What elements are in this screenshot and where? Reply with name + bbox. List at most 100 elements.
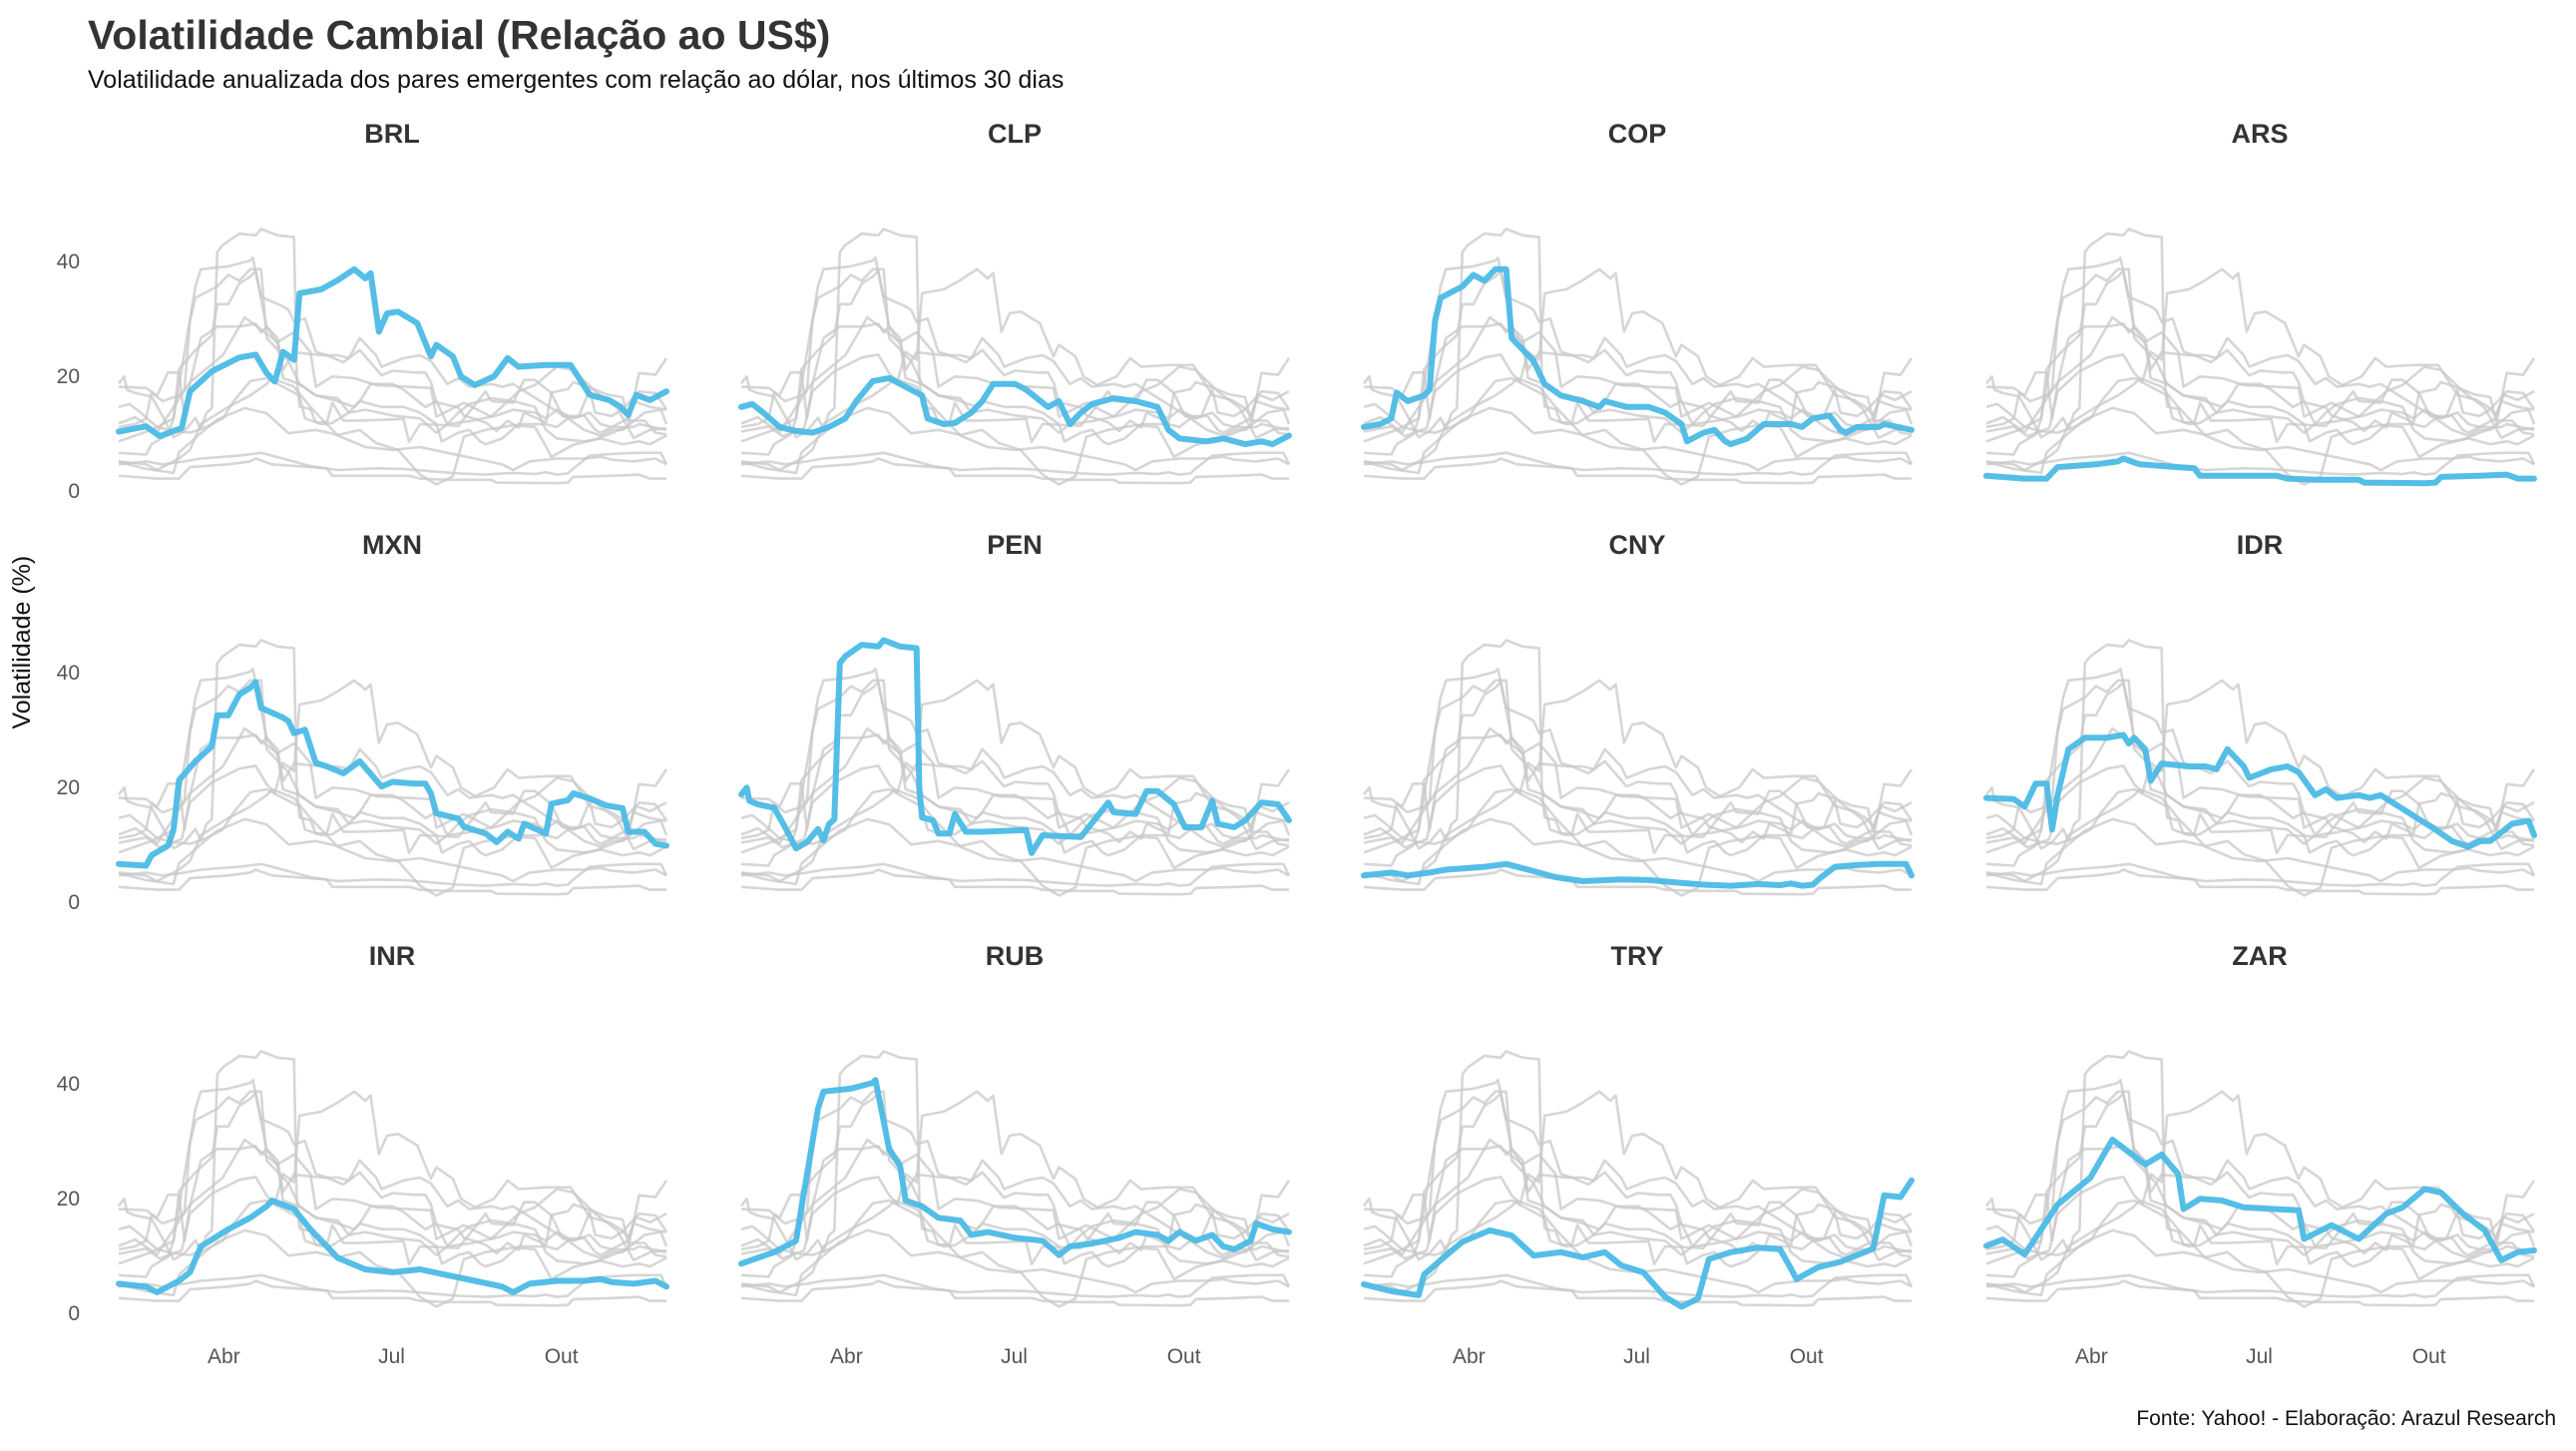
grey-line-cop xyxy=(740,267,1290,446)
panel-title-pen: PEN xyxy=(987,530,1043,560)
grey-line-rub xyxy=(118,1079,667,1265)
grey-line-inr xyxy=(118,787,667,883)
grey-line-cny xyxy=(740,1273,1291,1298)
grey-line-idr xyxy=(118,322,668,437)
grey-line-try xyxy=(1985,768,2536,897)
chart-title: Volatilidade Cambial (Relação ao US$) xyxy=(88,12,831,58)
panel-cny xyxy=(1361,639,1915,897)
grey-line-ars xyxy=(1985,1279,2534,1307)
grey-line-rub xyxy=(740,256,1290,443)
grey-line-inr xyxy=(118,376,667,472)
grey-line-ars xyxy=(1363,868,1912,896)
grey-line-rub xyxy=(1363,1079,1913,1265)
grey-line-inr xyxy=(1363,376,1913,472)
grey-line-pen xyxy=(1362,1050,1914,1266)
grey-line-rub xyxy=(1363,256,1913,443)
panel-title-rub: RUB xyxy=(985,941,1045,971)
x-tick-label: Abr xyxy=(1453,1345,1486,1368)
grey-line-zar xyxy=(1985,726,2535,851)
highlight-line-mxn xyxy=(116,679,669,869)
grey-line-cop xyxy=(1363,1090,1913,1268)
x-tick-label: Out xyxy=(2411,1345,2446,1368)
grey-line-idr xyxy=(1985,1145,2536,1259)
panel-try xyxy=(1361,1050,1915,1310)
grey-line-zar xyxy=(1985,315,2535,440)
grey-line-idr xyxy=(118,733,668,848)
grey-line-pen xyxy=(117,639,668,855)
grey-line-idr xyxy=(740,322,1291,437)
grey-line-pen xyxy=(1362,639,1914,855)
grey-line-ars xyxy=(1363,1279,1912,1307)
x-tick-label: Abr xyxy=(208,1345,240,1368)
y-tick-label: 20 xyxy=(56,1188,80,1210)
panel-title-clp: CLP xyxy=(988,119,1042,149)
grey-line-inr xyxy=(740,787,1290,883)
grey-line-idr xyxy=(1363,733,1914,848)
highlight-line-idr xyxy=(1983,731,2537,850)
y-tick-label: 20 xyxy=(56,776,80,799)
highlight-line-clp xyxy=(738,375,1292,448)
grey-line-rub xyxy=(1363,668,1913,854)
grey-line-ars xyxy=(740,457,1289,485)
y-tick-label: 40 xyxy=(56,250,80,273)
grey-line-try xyxy=(1363,357,1914,486)
x-tick-label: Abr xyxy=(830,1345,863,1368)
grey-line-idr xyxy=(740,1145,1291,1259)
grey-line-zar xyxy=(118,1138,667,1262)
grey-line-inr xyxy=(1985,376,2535,472)
grey-line-try xyxy=(1985,1180,2536,1308)
grey-line-inr xyxy=(1985,787,2535,883)
grey-line-cop xyxy=(1985,267,2535,446)
grey-line-ars xyxy=(118,1279,666,1307)
grey-line-cny xyxy=(740,451,1291,476)
x-tick-label: Out xyxy=(1789,1345,1824,1368)
grey-line-cny xyxy=(740,862,1291,887)
grey-line-idr xyxy=(1985,322,2536,437)
grey-line-pen xyxy=(1362,228,1914,444)
grey-line-ars xyxy=(740,1279,1289,1307)
grey-line-cny xyxy=(1363,1273,1914,1298)
panel-title-zar: ZAR xyxy=(2232,941,2288,971)
x-tick-label: Out xyxy=(544,1345,579,1368)
grey-line-rub xyxy=(740,668,1290,854)
grey-line-try xyxy=(740,1180,1291,1308)
grey-line-inr xyxy=(740,1199,1290,1294)
x-tick-label: Jul xyxy=(378,1345,405,1368)
highlight-line-ars xyxy=(1983,455,2537,487)
grey-line-cop xyxy=(1363,679,1913,857)
y-tick-label: 40 xyxy=(56,1073,80,1096)
grey-line-cny xyxy=(1985,1273,2536,1298)
panel-title-mxn: MXN xyxy=(362,530,422,560)
panel-title-cny: CNY xyxy=(1608,530,1666,560)
grey-line-try xyxy=(118,768,668,897)
panel-title-ars: ARS xyxy=(2231,119,2289,149)
highlight-line-cop xyxy=(1361,265,1915,448)
grey-line-try xyxy=(740,768,1291,897)
panel-rub xyxy=(738,1050,1292,1308)
panel-inr xyxy=(116,1050,669,1308)
highlight-line-brl xyxy=(116,265,669,440)
panel-title-brl: BRL xyxy=(364,119,420,149)
panel-title-idr: IDR xyxy=(2236,530,2284,560)
grey-line-zar xyxy=(1363,315,1913,440)
panel-zar xyxy=(1983,1050,2537,1308)
chart-caption: Fonte: Yahoo! - Elaboração: Arazul Resea… xyxy=(2136,1407,2556,1430)
grey-line-ars xyxy=(118,868,666,896)
grey-line-rub xyxy=(118,256,667,443)
grey-line-pen xyxy=(117,1050,668,1266)
x-tick-label: Out xyxy=(1166,1345,1201,1368)
highlight-line-inr xyxy=(116,1198,669,1295)
panel-title-try: TRY xyxy=(1610,941,1664,971)
grey-line-cop xyxy=(1985,1090,2535,1268)
panel-idr xyxy=(1983,639,2537,897)
grey-line-pen xyxy=(1984,228,2536,444)
grey-line-try xyxy=(118,357,668,486)
panel-ars xyxy=(1983,228,2537,487)
grey-line-rub xyxy=(1985,256,2535,443)
grey-line-idr xyxy=(1363,322,1914,437)
grey-line-rub xyxy=(1985,1079,2535,1265)
panel-pen xyxy=(738,637,1292,897)
grey-line-zar xyxy=(1363,1138,1913,1262)
x-tick-label: Jul xyxy=(1001,1345,1028,1368)
